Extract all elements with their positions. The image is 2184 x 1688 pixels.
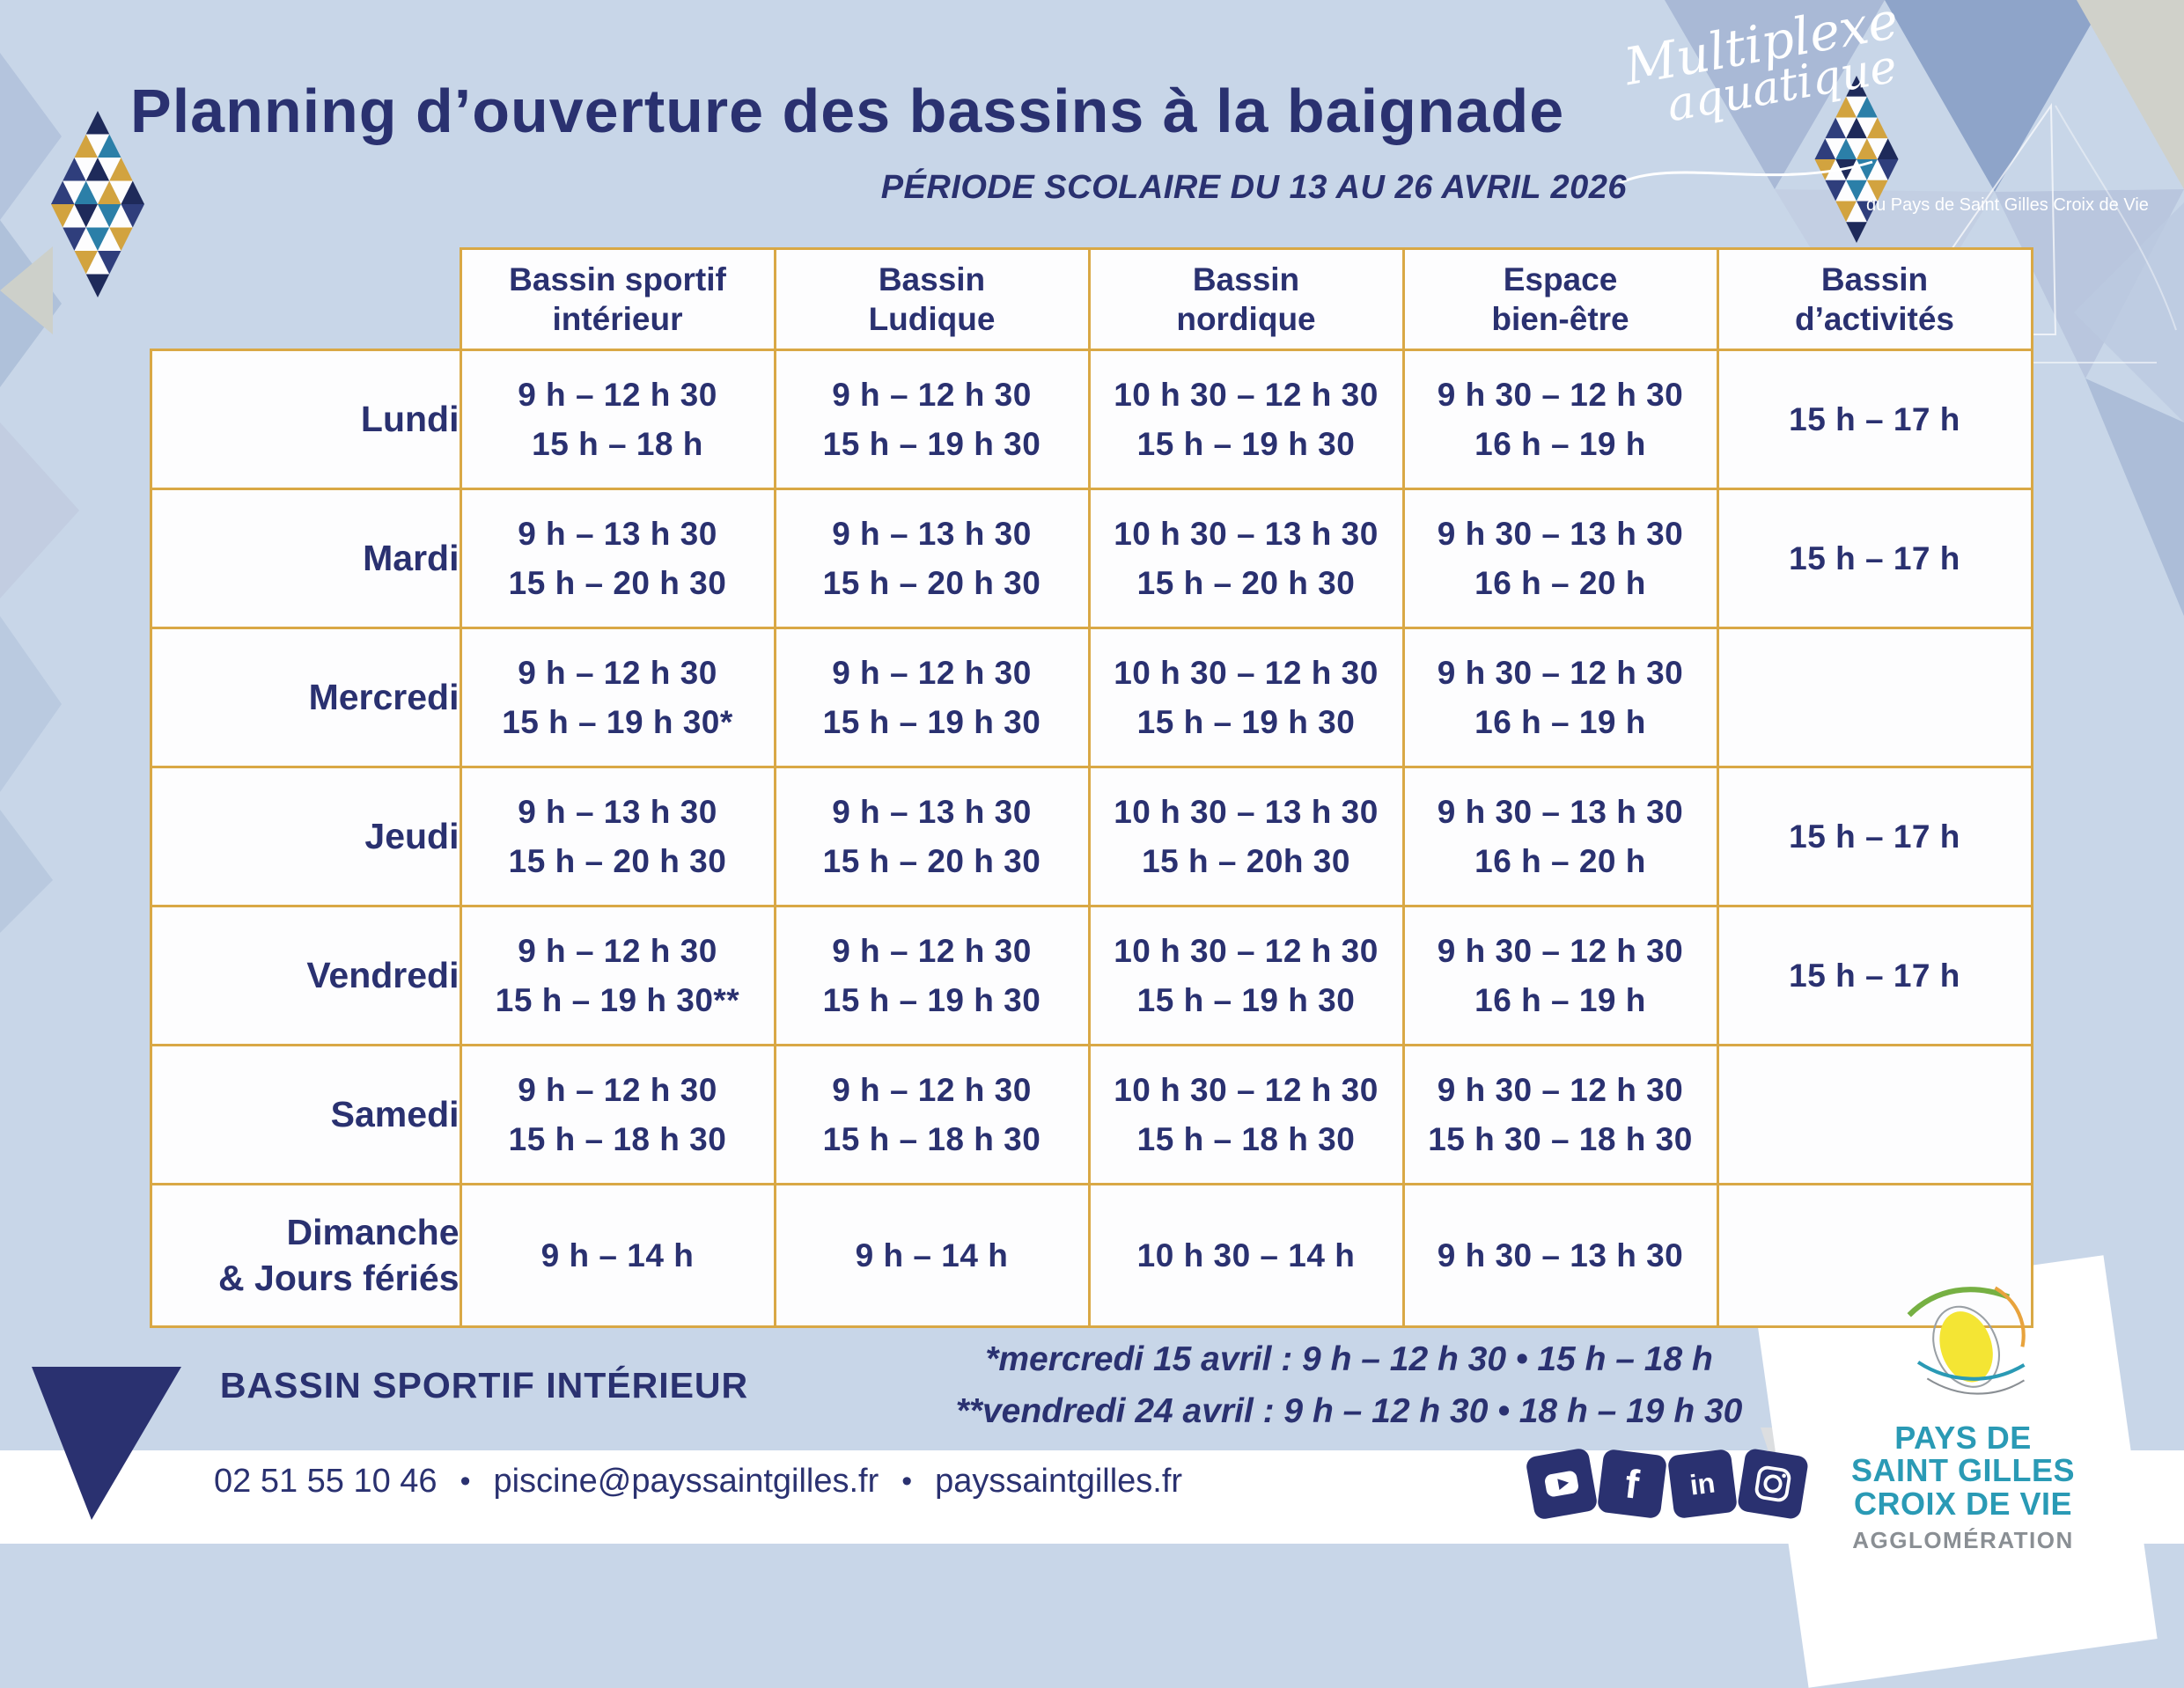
script-underline-swash [1619,160,1873,185]
time-slot-cell: 9 h – 13 h 30 15 h – 20 h 30 [773,766,1091,907]
time-slot-cell: 9 h – 12 h 30 15 h – 19 h 30 [773,627,1091,768]
table-row: Jeudi 9 h – 13 h 30 15 h – 20 h 30 9 h – 13… [150,766,2033,907]
time-slot-cell: 9 h 30 – 13 h 30 16 h – 20 h [1401,766,1719,907]
time-slot-cell [1716,1183,2033,1328]
time-slot-cell: 10 h 30 – 14 h [1087,1183,1405,1328]
time-slot-cell: 10 h 30 – 12 h 30 15 h – 19 h 30 [1087,349,1405,490]
time-slot-cell: 9 h – 12 h 30 15 h – 19 h 30* [459,627,776,768]
contact-bar: 02 51 55 10 46 • piscine@payssaintgilles… [214,1463,1182,1501]
schedule-table: Bassin sportif intérieur Bassin Ludique Bass… [150,247,2033,1328]
day-label: Lundi [150,349,462,490]
agglo-name-line2: SAINT GILLES [1850,1452,2075,1489]
time-slot-cell: 9 h – 14 h [459,1183,776,1328]
day-label: Samedi [150,1044,462,1185]
table-row: Vendredi 9 h – 12 h 30 15 h – 19 h 30** 9 h… [150,905,2033,1046]
column-header: Bassin sportif intérieur [459,247,776,351]
table-row: Samedi 9 h – 12 h 30 15 h – 18 h 30 9 h – 1… [150,1044,2033,1185]
corner-triangles-decoration [1665,0,2184,616]
time-slot-cell: 9 h – 12 h 30 15 h – 18 h 30 [459,1044,776,1185]
time-slot-cell: 9 h 30 – 13 h 30 16 h – 20 h [1401,488,1719,629]
day-label: Vendredi [150,905,462,1046]
time-slot-cell: 9 h 30 – 12 h 30 16 h – 19 h [1401,905,1719,1046]
day-label: Mardi [150,488,462,629]
time-slot-cell: 9 h 30 – 12 h 30 15 h 30 – 18 h 30 [1401,1044,1719,1185]
notes-lines: *mercredi 15 avril : 9 h – 12 h 30 • 15 … [819,1334,1879,1437]
time-slot-cell: 9 h 30 – 13 h 30 [1401,1183,1719,1328]
time-slot-cell: 9 h 30 – 12 h 30 16 h – 19 h [1401,349,1719,490]
day-label: Mercredi [150,627,462,768]
youtube-icon[interactable] [1525,1447,1599,1521]
time-slot-cell: 9 h – 13 h 30 15 h – 20 h 30 [773,488,1091,629]
day-label: Dimanche & Jours fériés [150,1183,462,1328]
time-slot-cell: 9 h – 12 h 30 15 h – 19 h 30** [459,905,776,1046]
agglo-name-line1: PAYS DE [1894,1420,2032,1456]
separator-dot: • [460,1464,471,1498]
page-title: Planning d’ouverture des bassins à la ba… [130,77,1565,145]
sun-drawing-icon [1835,1259,2091,1421]
time-slot-cell: 9 h – 14 h [773,1183,1091,1328]
time-slot-cell: 15 h – 17 h [1716,905,2033,1046]
brand-tagline: du Pays de Saint Gilles Croix de Vie [1866,195,2149,215]
note-line-mercredi: *mercredi 15 avril : 9 h – 12 h 30 • 15 … [985,1340,1713,1378]
separator-dot: • [901,1464,913,1498]
phone-number: 02 51 55 10 46 [214,1463,438,1500]
website-link[interactable]: payssaintgilles.fr [935,1463,1183,1500]
time-slot-cell: 9 h – 13 h 30 15 h – 20 h 30 [459,488,776,629]
time-slot-cell: 9 h 30 – 12 h 30 16 h – 19 h [1401,627,1719,768]
column-header: Bassin nordique [1087,247,1405,351]
left-edge-triangles-decoration [0,53,79,933]
time-slot-cell: 9 h – 12 h 30 15 h – 18 h [459,349,776,490]
time-slot-cell: 9 h – 12 h 30 15 h – 19 h 30 [773,349,1091,490]
column-header: Bassin Ludique [773,247,1091,351]
notes-label: BASSIN SPORTIF INTÉRIEUR [219,1365,749,1405]
day-label: Jeudi [150,766,462,907]
time-slot-cell: 9 h – 12 h 30 15 h – 18 h 30 [773,1044,1091,1185]
time-slot-cell: 10 h 30 – 13 h 30 15 h – 20h 30 [1087,766,1405,907]
time-slot-cell: 10 h 30 – 12 h 30 15 h – 19 h 30 [1087,627,1405,768]
time-slot-cell: 9 h – 13 h 30 15 h – 20 h 30 [459,766,776,907]
email-link[interactable]: piscine@payssaintgilles.fr [493,1463,879,1500]
time-slot-cell: 15 h – 17 h [1716,349,2033,490]
time-slot-cell: 15 h – 17 h [1716,488,2033,629]
linkedin-icon[interactable]: in [1666,1448,1739,1520]
table-row: Mercredi 9 h – 12 h 30 15 h – 19 h 30* 9 h … [150,627,2033,768]
column-header: Bassin d’activités [1716,247,2033,351]
time-slot-cell: 10 h 30 – 12 h 30 15 h – 19 h 30 [1087,905,1405,1046]
table-header-row: Bassin sportif intérieur Bassin Ludique Bass… [151,247,2033,351]
table-corner-cell [151,249,461,350]
table-row: Mardi 9 h – 13 h 30 15 h – 20 h 30 9 h – 13… [150,488,2033,629]
time-slot-cell [1716,627,2033,768]
page-subtitle: PÉRIODE SCOLAIRE DU 13 AU 26 AVRIL 2026 [880,169,1627,206]
time-slot-cell: 15 h – 17 h [1716,766,2033,907]
note-line-vendredi: **vendredi 24 avril : 9 h – 12 h 30 • 18… [955,1391,1743,1430]
time-slot-cell: 9 h – 12 h 30 15 h – 19 h 30 [773,905,1091,1046]
time-slot-cell: 10 h 30 – 13 h 30 15 h – 20 h 30 [1087,488,1405,629]
social-icons: f in [1525,1447,1810,1521]
agglo-name-line3: CROIX DE VIE [1853,1485,2073,1522]
agglo-logo: PAYS DE SAINT GILLES CROIX DE VIE AGGLOM… [1835,1259,2091,1554]
agglo-name-line4: AGGLOMÉRATION [1852,1527,2074,1554]
column-header: Espace bien-être [1401,247,1719,351]
facebook-icon[interactable]: f [1596,1448,1668,1520]
time-slot-cell: 10 h 30 – 12 h 30 15 h – 18 h 30 [1087,1044,1405,1185]
instagram-icon[interactable] [1736,1447,1810,1521]
notes-band: BASSIN SPORTIF INTÉRIEUR *mercredi 15 av… [150,1334,1879,1437]
time-slot-cell [1716,1044,2033,1185]
